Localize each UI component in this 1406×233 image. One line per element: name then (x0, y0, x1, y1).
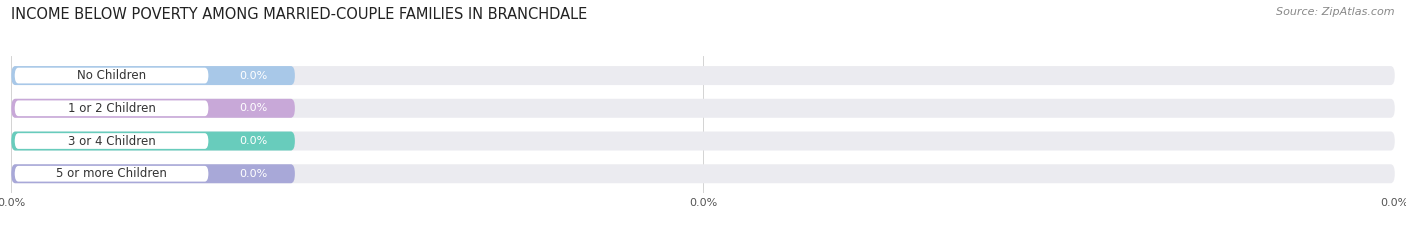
Text: 0.0%: 0.0% (239, 136, 267, 146)
Text: 0.0%: 0.0% (239, 71, 267, 81)
FancyBboxPatch shape (11, 99, 295, 118)
Text: 3 or 4 Children: 3 or 4 Children (67, 134, 156, 147)
Text: 0.0%: 0.0% (239, 103, 267, 113)
Text: 0.0%: 0.0% (239, 169, 267, 179)
FancyBboxPatch shape (14, 133, 208, 149)
FancyBboxPatch shape (11, 131, 295, 151)
FancyBboxPatch shape (11, 66, 295, 85)
Text: No Children: No Children (77, 69, 146, 82)
Text: INCOME BELOW POVERTY AMONG MARRIED-COUPLE FAMILIES IN BRANCHDALE: INCOME BELOW POVERTY AMONG MARRIED-COUPL… (11, 7, 588, 22)
FancyBboxPatch shape (11, 131, 1395, 151)
FancyBboxPatch shape (14, 166, 208, 182)
FancyBboxPatch shape (11, 66, 1395, 85)
Text: Source: ZipAtlas.com: Source: ZipAtlas.com (1277, 7, 1395, 17)
FancyBboxPatch shape (11, 164, 1395, 183)
FancyBboxPatch shape (11, 164, 295, 183)
FancyBboxPatch shape (14, 68, 208, 83)
FancyBboxPatch shape (14, 100, 208, 116)
Text: 1 or 2 Children: 1 or 2 Children (67, 102, 156, 115)
Text: 5 or more Children: 5 or more Children (56, 167, 167, 180)
FancyBboxPatch shape (11, 99, 1395, 118)
